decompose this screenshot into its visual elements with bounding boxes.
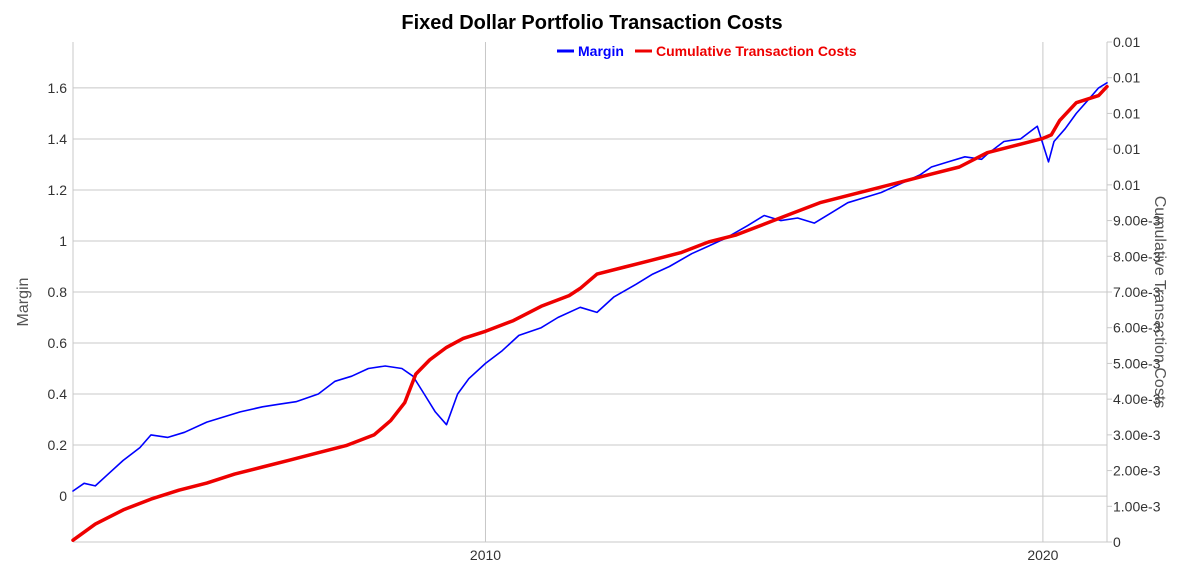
y-tick-label: 0.6 (48, 335, 68, 351)
y2-tick-label: 0.01 (1113, 141, 1140, 157)
y-tick-label: 1.4 (48, 131, 68, 147)
y-tick-label: 1.6 (48, 80, 68, 96)
y2-tick-label: 0.01 (1113, 177, 1140, 193)
y-tick-label: 0.4 (48, 386, 68, 402)
y-tick-label: 0.8 (48, 284, 68, 300)
y2-tick-label: 5.00e-3 (1113, 355, 1161, 371)
y2-tick-label: 4.00e-3 (1113, 391, 1161, 407)
chart-title: Fixed Dollar Portfolio Transaction Costs (401, 12, 782, 34)
legend-label-margin[interactable]: Margin (578, 43, 624, 59)
legend-label-costs[interactable]: Cumulative Transaction Costs (656, 43, 857, 59)
y2-tick-label: 0.01 (1113, 70, 1140, 86)
series-layer (71, 82, 1109, 542)
y2-tick-label: 6.00e-3 (1113, 320, 1161, 336)
margin-series-line (72, 82, 1108, 492)
costs-series-line (71, 84, 1109, 542)
y2-axis-title: Cumulative Transaction Costs (1151, 196, 1168, 409)
grid-layer (73, 42, 1107, 542)
y-tick-label: 1 (59, 233, 67, 249)
y-tick-label: 0.2 (48, 437, 68, 453)
y2-tick-label: 2.00e-3 (1113, 463, 1161, 479)
legend[interactable]: Margin Cumulative Transaction Costs (557, 43, 857, 59)
y2-tick-label: 0.01 (1113, 105, 1140, 121)
x-tick-label: 2010 (470, 547, 501, 563)
y2-tick-label: 8.00e-3 (1113, 248, 1161, 264)
y-axis-title: Margin (15, 278, 32, 327)
y2-tick-label: 9.00e-3 (1113, 213, 1161, 229)
y2-tick-label: 0 (1113, 534, 1121, 550)
y-tick-label: 1.2 (48, 182, 68, 198)
y2-tick-label: 7.00e-3 (1113, 284, 1161, 300)
y2-tick-label: 1.00e-3 (1113, 498, 1161, 514)
y2-tick-label: 3.00e-3 (1113, 427, 1161, 443)
y-tick-label: 0 (59, 488, 67, 504)
axis-layer: 0 0.2 0.4 0.6 0.8 1 1.2 1.4 1.6 0 1.00e-3 2.00e-3 3.… (48, 34, 1161, 563)
y2-tick-label: 0.01 (1113, 34, 1140, 50)
x-tick-label: 2020 (1027, 547, 1058, 563)
